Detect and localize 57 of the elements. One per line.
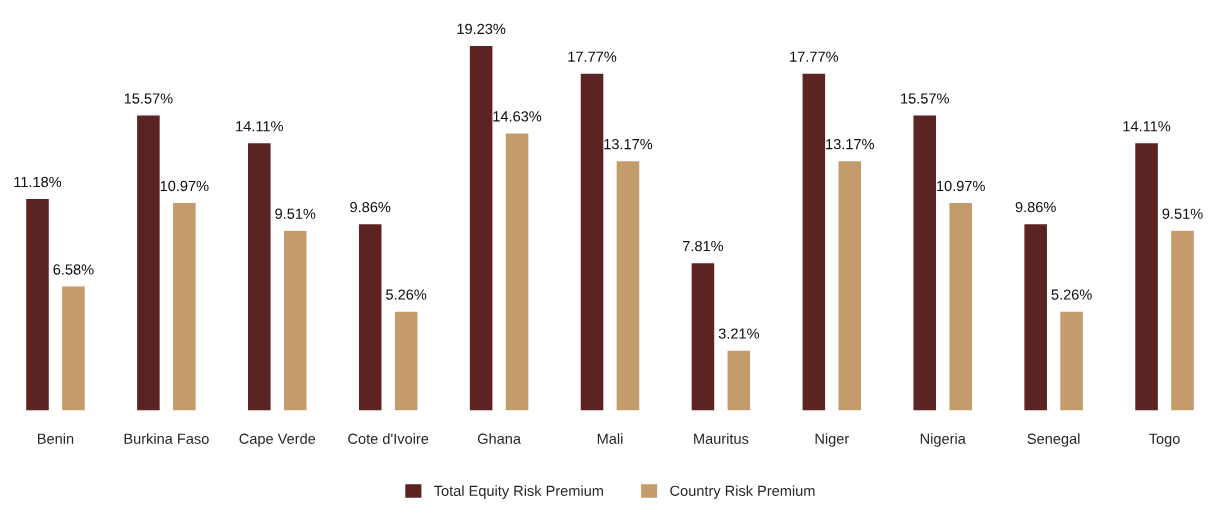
x-tick-label: Burkina Faso [124,433,209,444]
x-tick-label: Togo [1149,433,1180,447]
x-tick-label: Niger [815,433,849,447]
data-label: 7.81% [683,240,724,252]
x-tick-label: Cape Verde [239,433,316,447]
bar [357,222,383,411]
data-label: 17.77% [568,51,617,62]
data-label: 15.57% [124,93,173,104]
data-label: 3.21% [718,328,760,339]
data-label: 9.51% [275,208,316,219]
bar [1133,141,1160,411]
data-label: 10.97% [937,180,985,192]
bar [726,349,752,411]
data-label: 6.58% [53,264,94,275]
x-tick-label: Cote d'Ivoire [348,433,429,444]
x-tick-label: Mauritus [694,433,749,444]
x-tick-label: Ghana [477,433,521,444]
bar [615,159,641,411]
x-tick-label: Senegal [1027,433,1080,447]
data-label: 14.11% [1123,121,1171,132]
data-label: 10.97% [160,180,209,192]
data-label: 13.17% [826,138,874,150]
bar [1058,310,1085,411]
bar [468,44,494,411]
bar [504,132,530,411]
x-tick-label: Nigeria [920,433,966,447]
bar [579,72,605,411]
data-label: 11.18% [14,176,62,188]
data-label: 9.51% [1162,208,1203,219]
bar [837,159,863,411]
bar [1022,222,1049,411]
data-label: 19.23% [457,23,506,35]
bar [948,201,974,411]
data-label: 15.57% [901,93,949,104]
data-label: 9.86% [1015,201,1056,213]
data-label: 14.11% [236,121,283,132]
data-label: 9.86% [350,201,391,213]
bar [135,114,162,411]
data-label: 17.77% [790,51,839,62]
bar [60,285,87,411]
x-tick-label: Mali [597,433,623,444]
data-label: 14.63% [493,111,542,122]
legend-label: Country Risk Premium [670,485,815,499]
data-label: 5.26% [1051,289,1092,300]
bar [1169,229,1196,411]
data-label: 5.26% [386,289,427,300]
data-label: 13.17% [604,138,653,150]
x-tick-label: Benin [38,433,74,444]
bar [912,114,938,411]
bar [246,141,272,411]
bar [690,261,716,411]
legend-label: Total Equity Risk Premium [434,485,603,499]
bar [171,201,198,411]
bar [282,229,308,411]
bar [393,310,419,411]
bar [801,72,827,411]
bar [24,197,51,411]
